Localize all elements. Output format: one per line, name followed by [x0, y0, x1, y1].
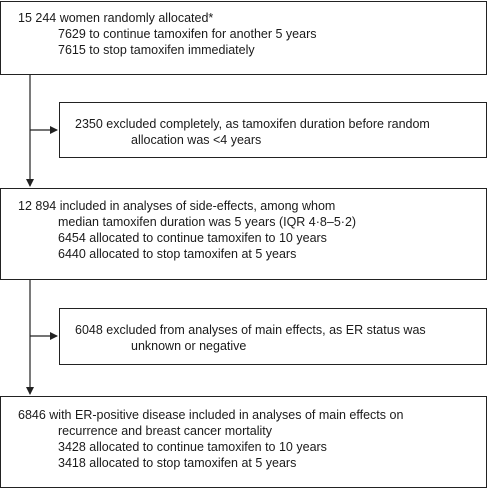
exclusion2-line2: unknown or negative: [131, 339, 247, 353]
exclusion1-line2: allocation was <4 years: [131, 133, 262, 147]
side-effects-analysis-box: 12 894 included in analyses of side-effe…: [0, 188, 487, 280]
randomisation-box: 15 244 women randomly allocated* 7629 to…: [0, 1, 487, 75]
continue-to-10-count: 6454 allocated to continue tamoxifen to …: [58, 231, 327, 245]
exclusion1-line1: 2350 excluded completely, as tamoxifen d…: [75, 117, 430, 131]
main-effects-analysis-box: 6846 with ER-positive disease included i…: [0, 396, 487, 488]
er-stop-at-5-count: 3418 allocated to stop tamoxifen at 5 ye…: [58, 456, 297, 470]
main-effects-outcomes: recurrence and breast cancer mortality: [58, 424, 272, 438]
exclusion-box-er-status: 6048 excluded from analyses of main effe…: [59, 308, 487, 365]
median-duration: median tamoxifen duration was 5 years (I…: [58, 215, 357, 229]
er-positive-total: 6846 with ER-positive disease included i…: [18, 408, 404, 422]
stop-at-5-count: 6440 allocated to stop tamoxifen at 5 ye…: [58, 247, 297, 261]
stop-arm-count: 7615 to stop tamoxifen immediately: [58, 43, 255, 57]
continue-arm-count: 7629 to continue tamoxifen for another 5…: [58, 27, 317, 41]
randomised-total: 15 244 women randomly allocated*: [18, 11, 214, 25]
side-effects-total: 12 894 included in analyses of side-effe…: [18, 199, 336, 213]
exclusion-box-duration: 2350 excluded completely, as tamoxifen d…: [59, 102, 487, 158]
er-continue-to-10-count: 3428 allocated to continue tamoxifen to …: [58, 440, 327, 454]
exclusion2-line1: 6048 excluded from analyses of main effe…: [75, 323, 426, 337]
